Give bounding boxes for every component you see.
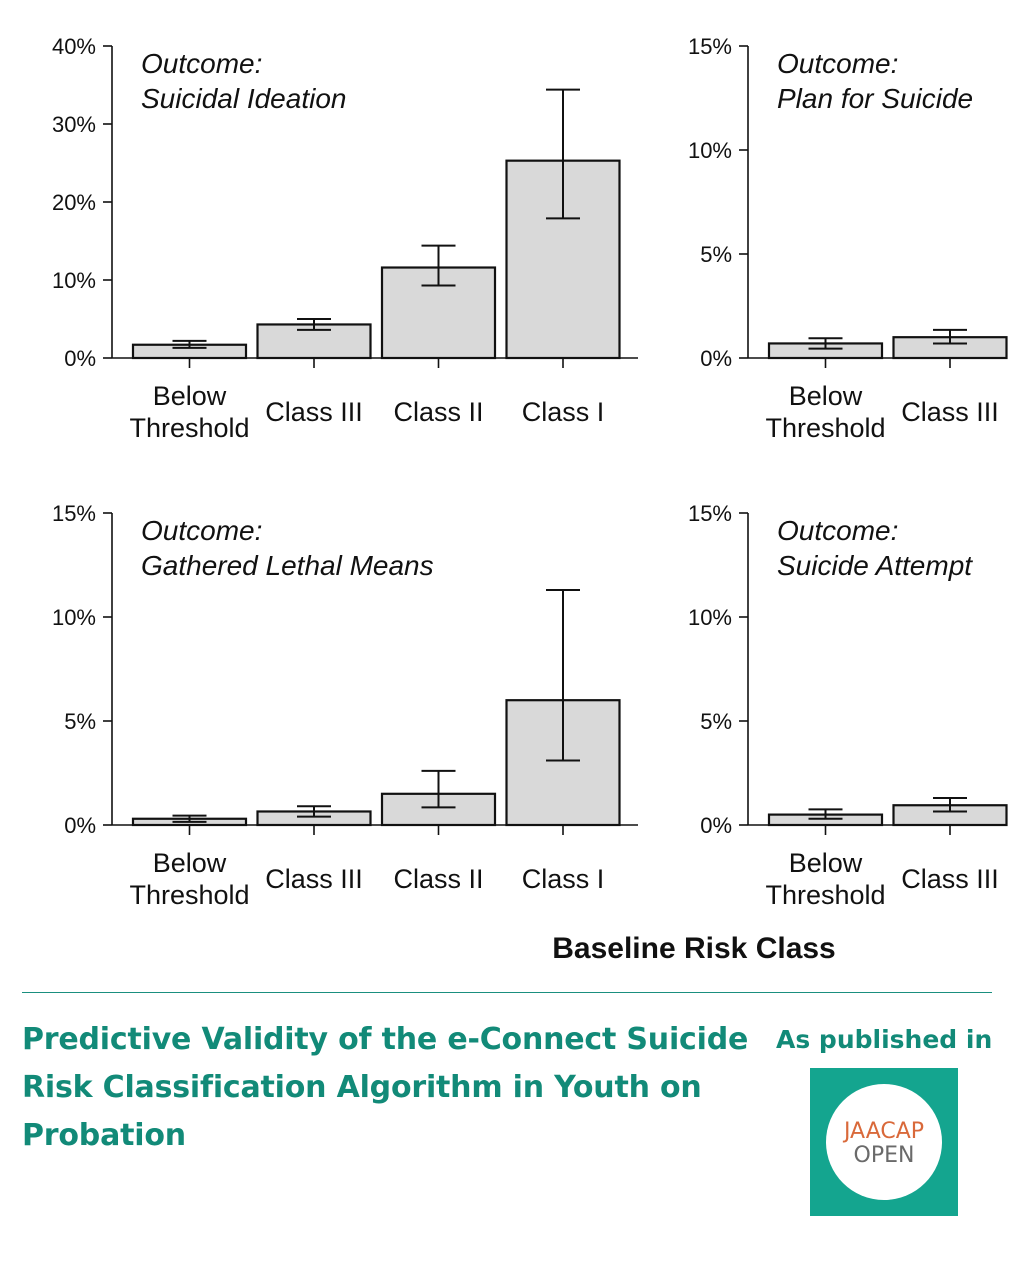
x-tick-label: Class III [901,864,999,894]
x-tick-label: Below Threshold [129,381,249,443]
y-tick-label: 20% [52,190,96,215]
x-tick-label-line: Below [153,381,227,411]
y-tick-label: 15% [52,501,96,526]
panel-title: Outcome: [141,48,262,79]
y-tick-label: 5% [700,242,732,267]
panel-title: Outcome: [141,515,262,546]
y-tick-label: 5% [64,709,96,734]
y-tick-label: 0% [64,813,96,838]
section-divider [22,992,992,993]
x-tick-label: Class III [265,397,363,427]
y-tick-label: 10% [52,605,96,630]
y-tick-label: 5% [700,709,732,734]
x-tick-label: Below Threshold [765,848,885,910]
x-tick-label-line: Threshold [129,880,249,910]
y-tick-label: 10% [688,138,732,163]
x-tick-label-line: Below [789,381,863,411]
logo-text-bottom: OPEN [853,1143,915,1168]
y-tick-label: 0% [700,813,732,838]
article-title: Predictive Validity of the e-Connect Sui… [22,1022,749,1153]
x-tick-label: Class I [522,397,605,427]
panel-subtitle: Gathered Lethal Means [141,550,434,581]
y-tick-label: 0% [64,346,96,371]
x-tick-label-line: Threshold [765,413,885,443]
x-tick-label: Class II [393,397,483,427]
x-axis-label: Baseline Risk Class [552,932,836,965]
chart-panel-2: 0% 5% 10% 15% Outcome: Plan for Suicide Below T… [688,34,1008,443]
x-tick-label-line: Below [153,848,227,878]
jaacap-open-logo: JAACAP OPEN [810,1068,958,1216]
x-tick-label-line: Threshold [129,413,249,443]
logo-circle: JAACAP OPEN [826,1084,942,1200]
logo-text-top: JAACAP [843,1119,925,1144]
panel-title: Outcome: [777,48,898,79]
y-tick-label: 40% [52,34,96,59]
chart-panel-1: 0% 10% 20% 30% 40% Outcome: Suicidal Ideation B… [52,34,638,443]
published-in-label: As published in [776,1025,993,1054]
x-tick-label: Below Threshold [765,381,885,443]
panel-title: Outcome: [777,515,898,546]
panel-subtitle: Plan for Suicide [777,83,973,114]
y-tick-label: 10% [688,605,732,630]
x-tick-label: Class III [901,397,999,427]
panel-subtitle: Suicide Attempt [777,550,973,581]
y-tick-label: 0% [700,346,732,371]
x-tick-label: Class II [393,864,483,894]
x-tick-label-line: Threshold [765,880,885,910]
chart-panel-4: 0% 5% 10% 15% Outcome: Suicide Attempt Below Th… [688,501,1008,910]
chart-panel-3: 0% 5% 10% 15% Outcome: Gathered Lethal Means B… [52,501,638,910]
x-tick-label: Class I [522,864,605,894]
y-tick-label: 30% [52,112,96,137]
panel-subtitle: Suicidal Ideation [141,83,346,114]
charts-figure: 0% 10% 20% 30% 40% Outcome: Suicidal Ideation B… [52,34,1008,965]
y-tick-label: 15% [688,501,732,526]
y-tick-label: 10% [52,268,96,293]
y-tick-label: 15% [688,34,732,59]
x-tick-label: Below Threshold [129,848,249,910]
x-tick-label-line: Below [789,848,863,878]
x-tick-label: Class III [265,864,363,894]
